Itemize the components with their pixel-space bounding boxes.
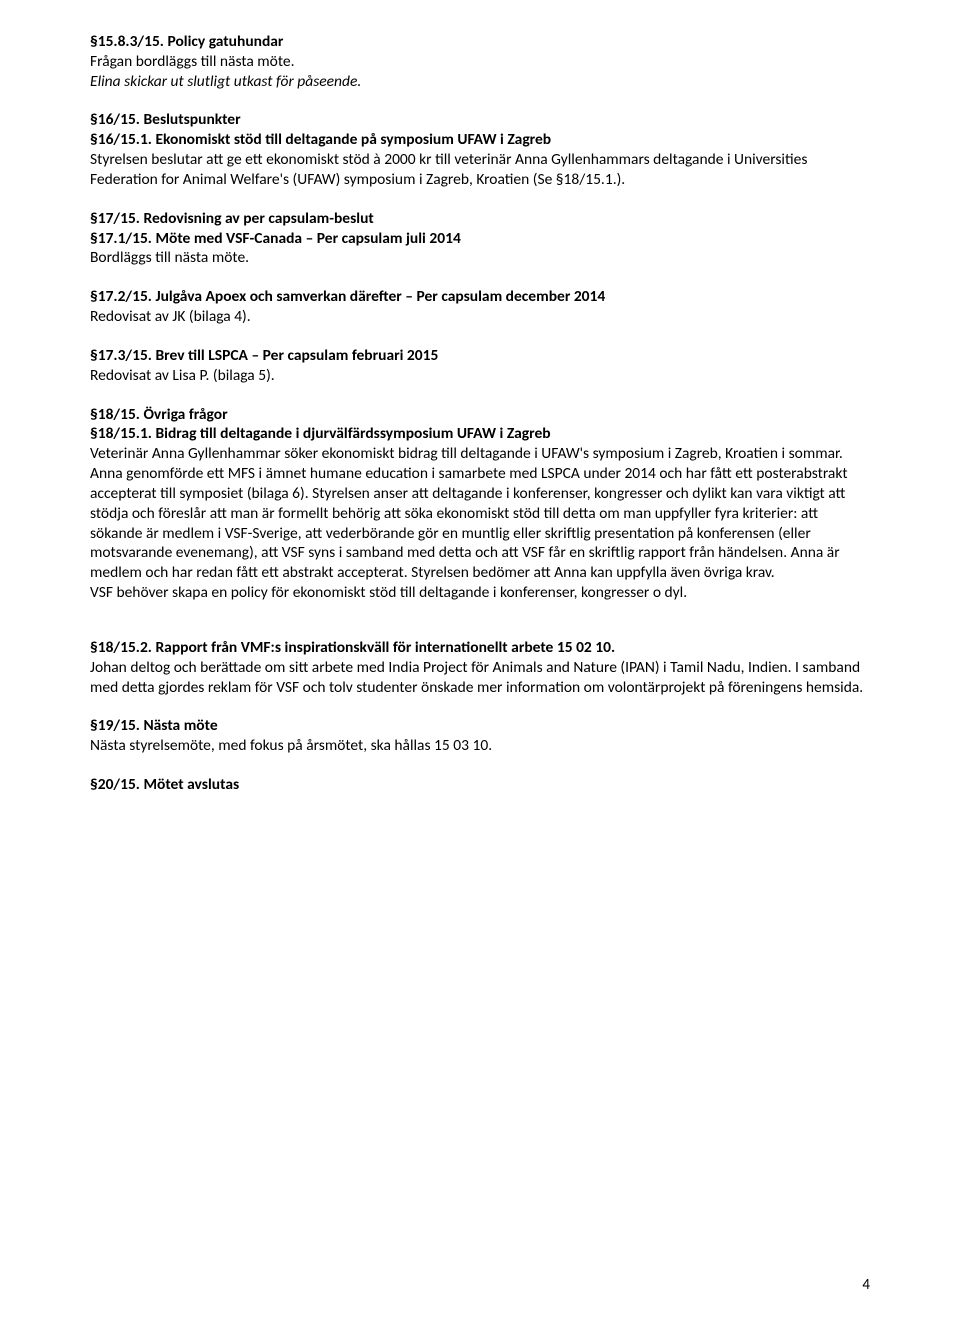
body-text: Veterinär Anna Gyllenhammar söker ekonom… xyxy=(90,444,870,583)
section-brev-lspca: §17.3/15. Brev till LSPCA – Per capsulam… xyxy=(90,346,870,386)
subheading: §18/15.1. Bidrag till deltagande i djurv… xyxy=(90,424,870,444)
body-text: Styrelsen beslutar att ge ett ekonomiskt… xyxy=(90,150,870,190)
heading: §19/15. Nästa möte xyxy=(90,716,870,736)
body-text: Johan deltog och berättade om sitt arbet… xyxy=(90,658,870,698)
heading: §15.8.3/15. Policy gatuhundar xyxy=(90,32,870,52)
section-ovriga-fragor: §18/15. Övriga frågor §18/15.1. Bidrag t… xyxy=(90,405,870,603)
section-rapport-vmf: §18/15.2. Rapport från VMF:s inspiration… xyxy=(90,638,870,697)
heading: §17/15. Redovisning av per capsulam-besl… xyxy=(90,209,870,229)
heading: §17.3/15. Brev till LSPCA – Per capsulam… xyxy=(90,346,870,366)
heading: §20/15. Mötet avslutas xyxy=(90,775,870,795)
body-text: Nästa styrelsemöte, med fokus på årsmöte… xyxy=(90,736,870,756)
subheading: §16/15.1. Ekonomiskt stöd till deltagand… xyxy=(90,130,870,150)
blank-line xyxy=(90,619,870,638)
section-redovisning: §17/15. Redovisning av per capsulam-besl… xyxy=(90,209,870,268)
body-line: Frågan bordläggs till nästa möte. xyxy=(90,52,870,72)
heading: §18/15.2. Rapport från VMF:s inspiration… xyxy=(90,638,615,657)
heading: §18/15. Övriga frågor xyxy=(90,405,870,425)
section-beslutspunkter: §16/15. Beslutspunkter §16/15.1. Ekonomi… xyxy=(90,110,870,189)
section-policy-gatuhundar: §15.8.3/15. Policy gatuhundar Frågan bor… xyxy=(90,32,870,91)
body-line-italic: Elina skickar ut slutligt utkast för pås… xyxy=(90,72,870,92)
heading: §16/15. Beslutspunkter xyxy=(90,110,870,130)
heading: §17.2/15. Julgåva Apoex och samverkan dä… xyxy=(90,287,870,307)
section-nasta-mote: §19/15. Nästa möte Nästa styrelsemöte, m… xyxy=(90,716,870,756)
subheading: §17.1/15. Möte med VSF-Canada – Per caps… xyxy=(90,229,870,249)
body-text: Bordläggs till nästa möte. xyxy=(90,248,870,268)
heading-row: §18/15.2. Rapport från VMF:s inspiration… xyxy=(90,638,870,658)
section-julgava: §17.2/15. Julgåva Apoex och samverkan dä… xyxy=(90,287,870,327)
body-text-2: VSF behöver skapa en policy för ekonomis… xyxy=(90,583,870,603)
page-number: 4 xyxy=(862,1276,870,1295)
body-text: Redovisat av Lisa P. (bilaga 5). xyxy=(90,366,870,386)
body-text: Redovisat av JK (bilaga 4). xyxy=(90,307,870,327)
section-motet-avslutas: §20/15. Mötet avslutas xyxy=(90,775,870,795)
